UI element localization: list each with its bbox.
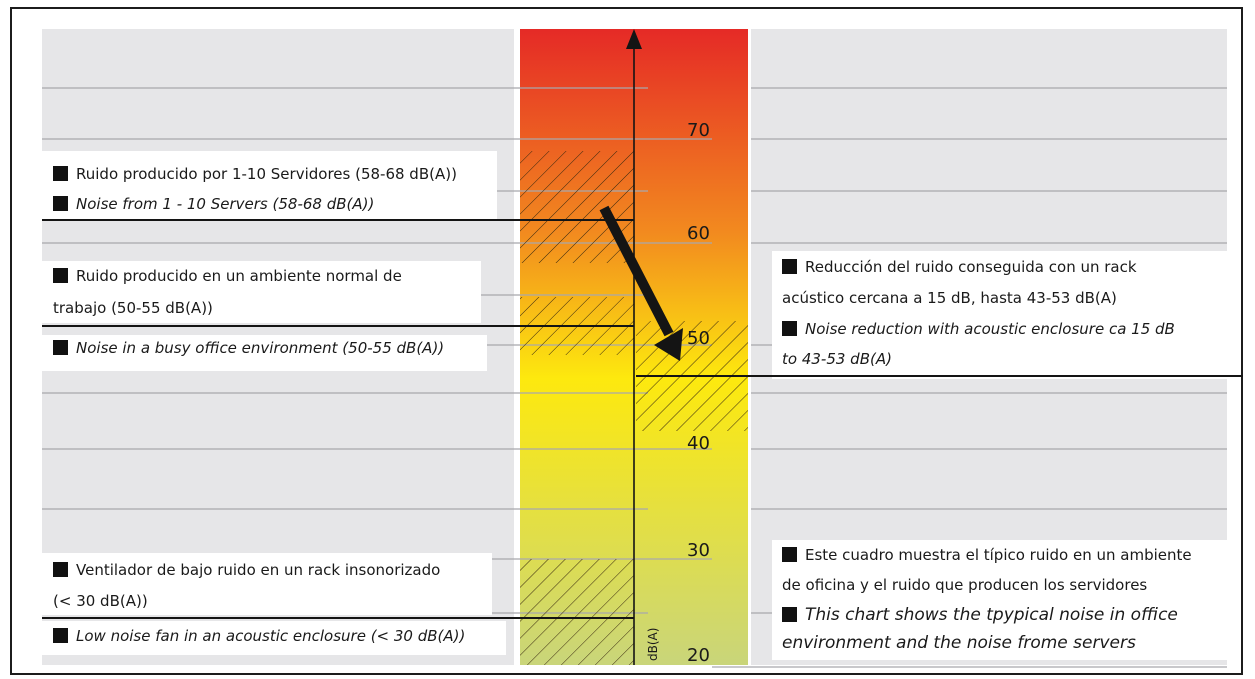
tick-70: 70	[687, 120, 710, 141]
label-servers-es: Ruido producido por 1-10 Servidores (58-…	[53, 164, 457, 185]
bullet-square-icon	[53, 628, 68, 643]
label-office-en: Noise in a busy office environment (50-5…	[53, 338, 444, 359]
axis-unit-label: dB(A)	[646, 627, 660, 661]
bullet-square-icon	[53, 196, 68, 211]
reduction-arrow-icon	[599, 205, 683, 361]
noise-level-diagram	[42, 29, 1243, 668]
label-reduction-es: Reducción del ruido conseguida con un ra…	[782, 257, 1137, 278]
bullet-square-icon	[53, 166, 68, 181]
label-reduction-en: Noise reduction with acoustic enclosure …	[782, 319, 1175, 340]
hatch-fan	[520, 559, 634, 665]
bullet-square-icon	[782, 259, 797, 274]
tick-60: 60	[687, 223, 710, 244]
label-note-es-line2: de oficina y el ruido que producen los s…	[782, 576, 1148, 594]
label-servers-en: Noise from 1 - 10 Servers (58-68 dB(A))	[53, 194, 374, 215]
tick-30: 30	[687, 540, 710, 561]
bullet-square-icon	[53, 340, 68, 355]
level-lines	[42, 219, 1243, 619]
label-reduction-es-line2: acústico cercana a 15 dB, hasta 43-53 dB…	[782, 289, 1117, 307]
label-fan-es-line2: (< 30 dB(A))	[53, 592, 148, 610]
bullet-square-icon	[53, 268, 68, 283]
label-fan-en: Low noise fan in an acoustic enclosure (…	[53, 626, 465, 647]
y-axis-arrow-icon	[626, 29, 642, 49]
bullet-square-icon	[782, 547, 797, 562]
label-reduction-en-line2: to 43-53 dB(A)	[782, 350, 892, 368]
bullet-square-icon	[782, 607, 797, 622]
hatch-servers	[520, 151, 634, 263]
label-note-en: This chart shows the tpypical noise in o…	[782, 605, 1178, 626]
label-note-en-line2: environment and the noise frome servers	[782, 633, 1136, 653]
tick-50: 50	[687, 328, 710, 349]
bullet-square-icon	[53, 562, 68, 577]
label-boxes	[42, 151, 1227, 660]
tick-40: 40	[687, 433, 710, 454]
diagram-frame: 70 60 50 40 30 20 dB(A) Ruido producido …	[10, 7, 1243, 675]
tick-20: 20	[687, 645, 710, 666]
label-office-es: Ruido producido en un ambiente normal de	[53, 266, 402, 287]
label-fan-es: Ventilador de bajo ruido en un rack inso…	[53, 560, 440, 581]
bullet-square-icon	[782, 321, 797, 336]
label-office-es-line2: trabajo (50-55 dB(A))	[53, 299, 213, 317]
label-note-es: Este cuadro muestra el típico ruido en u…	[782, 545, 1192, 566]
